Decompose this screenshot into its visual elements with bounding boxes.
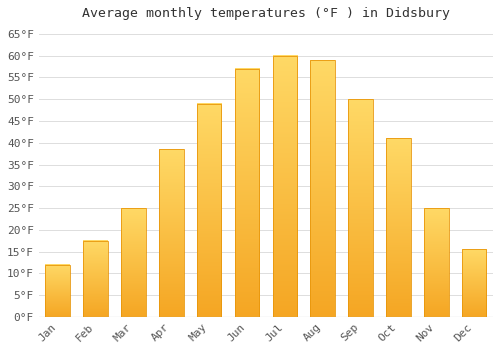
Bar xyxy=(159,149,184,317)
Bar xyxy=(348,99,373,317)
Bar xyxy=(84,241,108,317)
Bar xyxy=(234,69,260,317)
Bar xyxy=(462,249,486,317)
Bar xyxy=(197,104,222,317)
Bar xyxy=(310,60,335,317)
Bar xyxy=(424,208,448,317)
Bar xyxy=(46,265,70,317)
Bar xyxy=(386,138,410,317)
Title: Average monthly temperatures (°F ) in Didsbury: Average monthly temperatures (°F ) in Di… xyxy=(82,7,450,20)
Bar xyxy=(121,208,146,317)
Bar xyxy=(272,56,297,317)
